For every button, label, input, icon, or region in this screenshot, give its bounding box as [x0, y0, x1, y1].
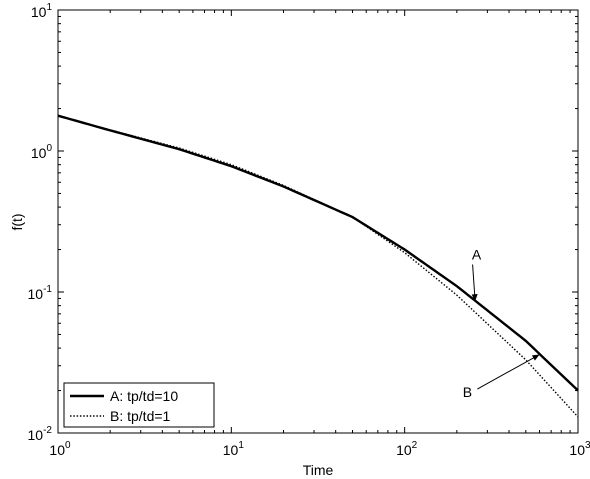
legend-label-b: B: tp/td=1	[110, 408, 171, 424]
legend-label-a: A: tp/td=10	[110, 388, 178, 404]
annotation-arrowhead-b	[531, 354, 540, 361]
y-axis-label: f(t)	[9, 213, 25, 230]
legend: A: tp/td=10 B: tp/td=1	[63, 382, 215, 428]
series-b-line	[57, 115, 579, 418]
y-tick-labels: 10-2 10-1 100 101	[28, 2, 53, 443]
annotation-label-a: A	[472, 247, 482, 263]
plot-area	[57, 9, 579, 434]
x-axis-label: Time	[303, 462, 334, 478]
y-tick-label: 10-2	[28, 425, 53, 443]
x-tick-label: 103	[569, 440, 590, 458]
x-tick-label: 101	[223, 440, 245, 458]
annotation-arrow-b	[477, 354, 540, 390]
y-tick-label: 100	[31, 143, 53, 161]
y-tick-label: 101	[31, 2, 53, 20]
annotations: AB	[463, 247, 540, 400]
axis-ticks	[57, 9, 579, 434]
annotation-arrowhead-a	[471, 294, 478, 302]
x-tick-labels: 100 101 102 103	[49, 440, 590, 458]
series-lines	[57, 114, 579, 418]
legend-box	[63, 382, 215, 428]
y-tick-label: 10-1	[28, 284, 53, 302]
x-tick-label: 100	[49, 440, 71, 458]
annotation-label-b: B	[463, 384, 472, 400]
x-tick-label: 102	[396, 440, 418, 458]
